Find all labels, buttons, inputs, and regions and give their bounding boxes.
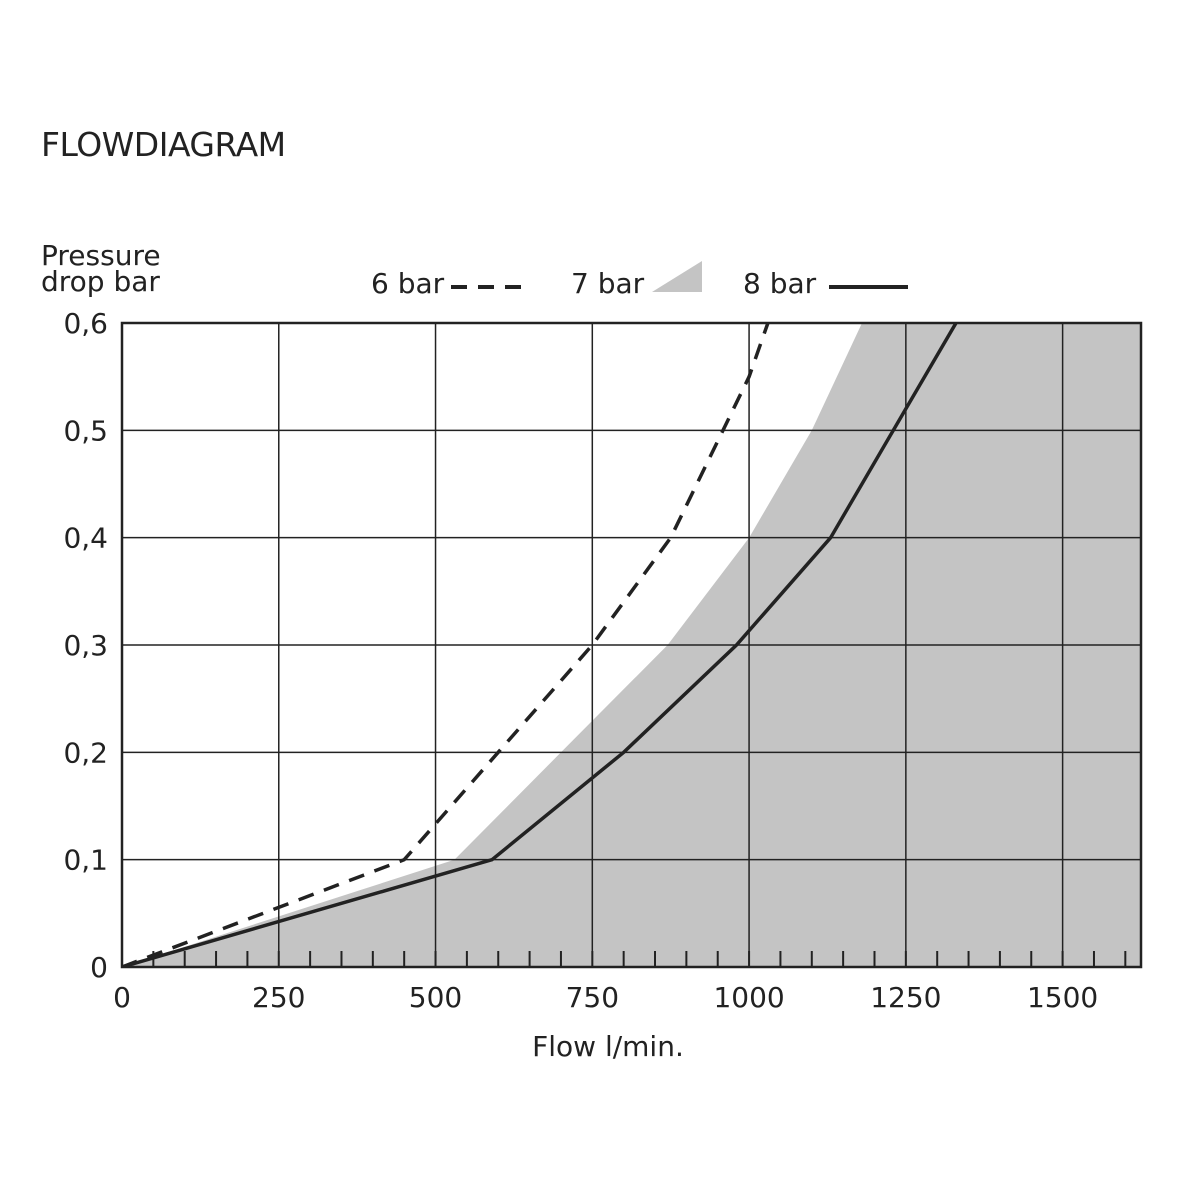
legend: 6 bar 7 bar 8 bar: [371, 261, 908, 300]
y-axis-label-line-2: drop bar: [41, 265, 160, 298]
x-tick-label: 1000: [713, 981, 784, 1014]
x-tick-label: 0: [113, 981, 131, 1014]
y-axis-label-line-1: Pressure: [41, 239, 161, 272]
legend-item-6-bar: 6 bar: [371, 267, 530, 300]
legend-label-7-bar: 7 bar: [571, 267, 645, 300]
x-tick-label: 1500: [1027, 981, 1098, 1014]
legend-swatch-grey-wedge: [652, 261, 702, 292]
tick-layer: 0 250 500 750 1000 1250 1500 0 0,1 0,2 0,3 0,4 0,5 0,…: [63, 307, 1127, 1014]
y-tick-label: 0,3: [63, 629, 108, 662]
y-tick-label: 0: [90, 951, 108, 984]
legend-label-8-bar: 8 bar: [743, 267, 817, 300]
series-area-7-bar: [122, 323, 1141, 967]
grid-layer: [122, 323, 1141, 967]
x-tick-label: 250: [252, 981, 305, 1014]
x-tick-label: 750: [566, 981, 619, 1014]
legend-item-8-bar: 8 bar: [743, 267, 908, 300]
x-tick-label: 1250: [870, 981, 941, 1014]
series-line-6-bar: [122, 323, 770, 967]
y-tick-label: 0,5: [63, 414, 108, 447]
legend-item-7-bar: 7 bar: [571, 261, 702, 300]
y-tick-label: 0,4: [63, 522, 108, 555]
page-title: FLOWDIAGRAM: [41, 125, 286, 164]
frame-layer: [120, 321, 1143, 969]
y-tick-label: 0,6: [63, 307, 108, 340]
x-tick-label: 500: [409, 981, 462, 1014]
line-layer: [122, 323, 958, 967]
series-line-8-bar: [122, 323, 958, 967]
legend-label-6-bar: 6 bar: [371, 267, 445, 300]
plot-frame: [120, 321, 1143, 969]
y-tick-label: 0,1: [63, 844, 108, 877]
area-layer: [122, 323, 1141, 967]
x-axis-label: Flow l/min.: [532, 1030, 684, 1063]
y-tick-label: 0,2: [63, 736, 108, 769]
